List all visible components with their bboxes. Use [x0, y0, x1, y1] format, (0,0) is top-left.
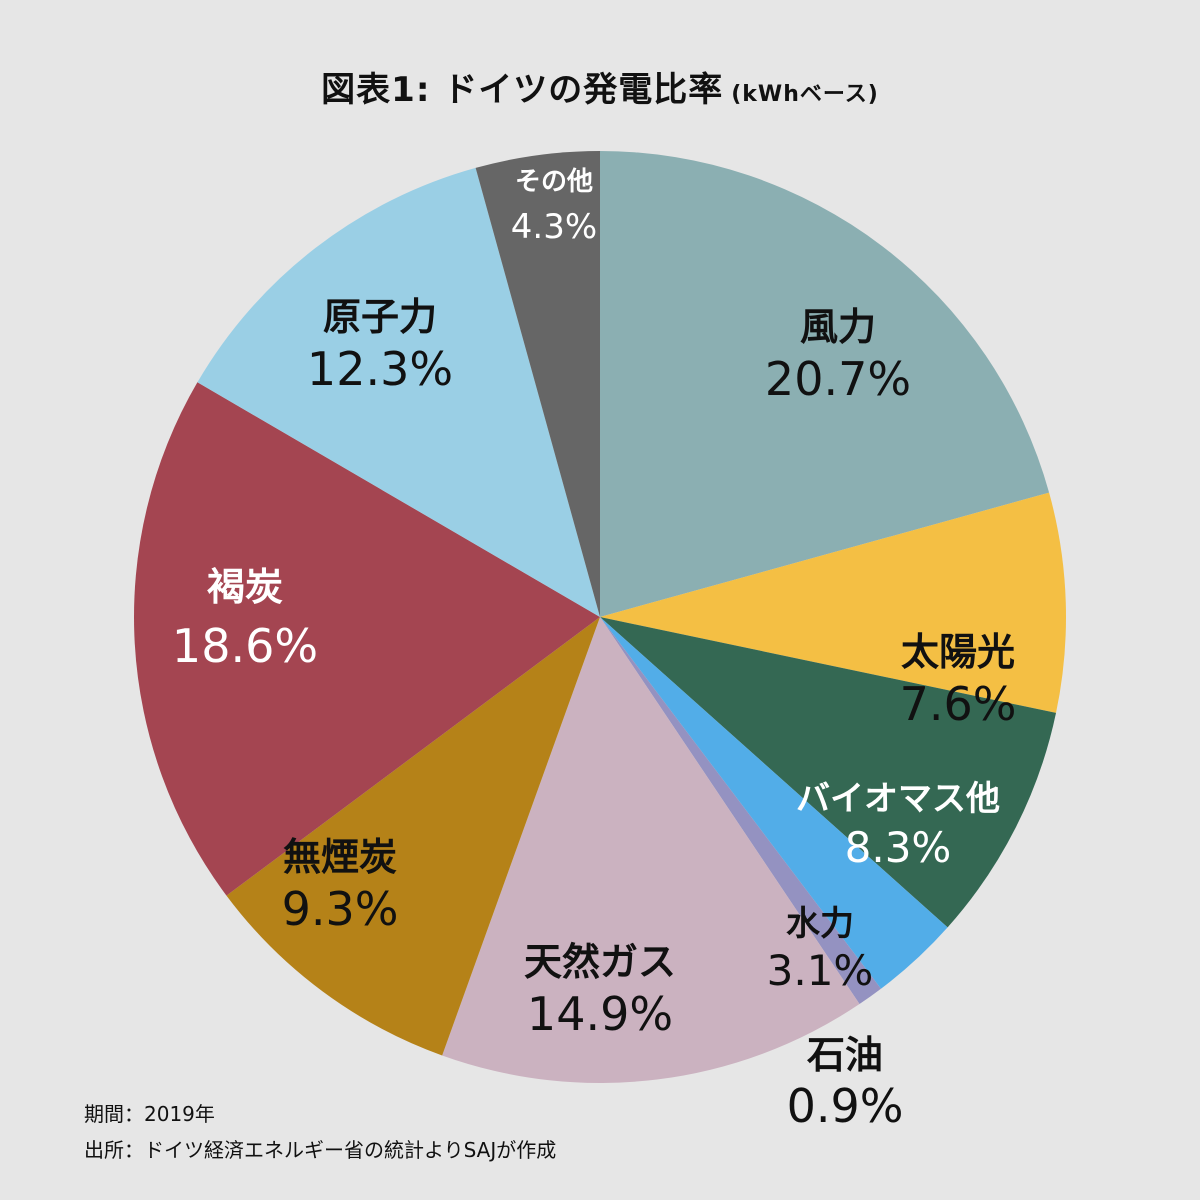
pie-slice: [197, 167, 600, 617]
slice-name-label: 風力: [800, 305, 876, 349]
pie-slice: [600, 151, 1050, 617]
slice-name-label: 天然ガス: [524, 940, 676, 984]
pie-slices: [133, 151, 1067, 1083]
slice-value-label: 4.3%: [511, 207, 597, 247]
slice-name-label: バイオマス他: [796, 779, 1000, 819]
slice-name-label: その他: [515, 167, 593, 197]
pie-slice: [600, 617, 881, 1005]
chart-title: 図表1: ドイツの発電比率 (kWhベース): [0, 62, 1200, 111]
slice-name-label: 太陽光: [901, 630, 1015, 674]
title-main: 図表1: ドイツの発電比率: [321, 70, 724, 110]
footer-period: 期間：2019年: [84, 1102, 215, 1126]
slice-value-label: 3.1%: [767, 946, 874, 995]
pie-slice: [226, 617, 600, 1056]
pie-slice: [600, 617, 1057, 928]
pie-slice: [133, 382, 600, 896]
slice-value-label: 12.3%: [307, 342, 453, 396]
slice-name-label: 無煙炭: [283, 835, 397, 879]
title-subtitle: (kWhベース): [731, 82, 879, 107]
pie-slice: [475, 151, 600, 617]
pie-slice: [600, 617, 948, 989]
slice-value-label: 7.6%: [900, 677, 1017, 731]
slice-name-label: 原子力: [323, 295, 437, 339]
slice-value-label: 18.6%: [172, 619, 318, 673]
slice-value-label: 9.3%: [282, 882, 399, 936]
slice-value-label: 8.3%: [845, 823, 952, 872]
pie-slice: [442, 617, 860, 1083]
pie-slice: [600, 492, 1067, 713]
slice-value-label: 0.9%: [787, 1079, 904, 1133]
slice-name-label: 石油: [807, 1033, 883, 1077]
slice-name-label: 褐炭: [207, 565, 283, 609]
footer-source: 出所：ドイツ経済エネルギー省の統計よりSAJが作成: [84, 1138, 557, 1162]
slice-name-label: 水力: [786, 904, 854, 944]
slice-value-label: 14.9%: [527, 987, 673, 1041]
slice-value-label: 20.7%: [765, 352, 911, 406]
